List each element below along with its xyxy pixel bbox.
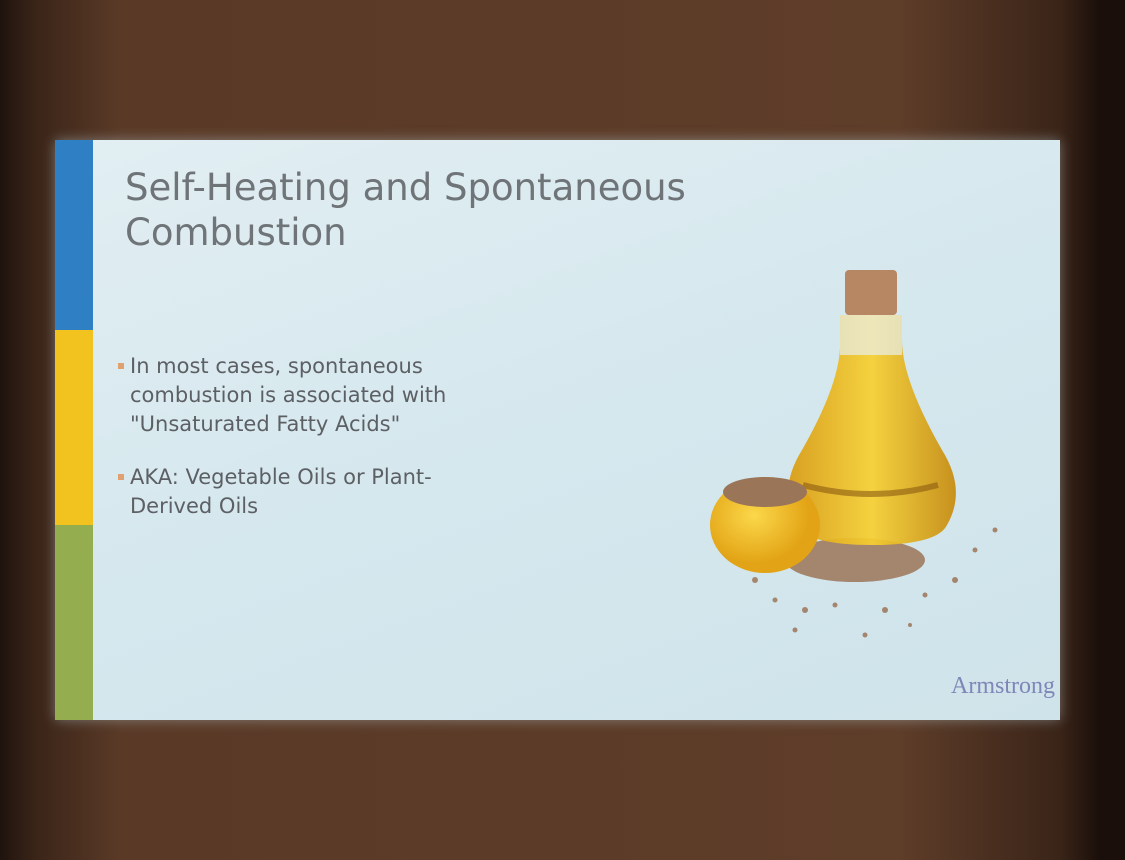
blue-bar (55, 140, 93, 330)
slide: Self-Heating and Spontaneous Combustion … (55, 140, 1060, 720)
oil-bottle-illustration (695, 260, 1035, 660)
page: Self-Heating and Spontaneous Combustion … (0, 0, 1125, 860)
bullet-list: In most cases, spontaneous combustion is… (130, 352, 475, 545)
green-bar (55, 525, 93, 720)
logo: Armstrong (951, 673, 1055, 700)
yellow-bar (55, 330, 93, 525)
slide-title: Self-Heating and Spontaneous Combustion (125, 165, 725, 255)
bullet: In most cases, spontaneous combustion is… (130, 352, 475, 439)
bullet: AKA: Vegetable Oils or Plant-Derived Oil… (130, 463, 475, 521)
